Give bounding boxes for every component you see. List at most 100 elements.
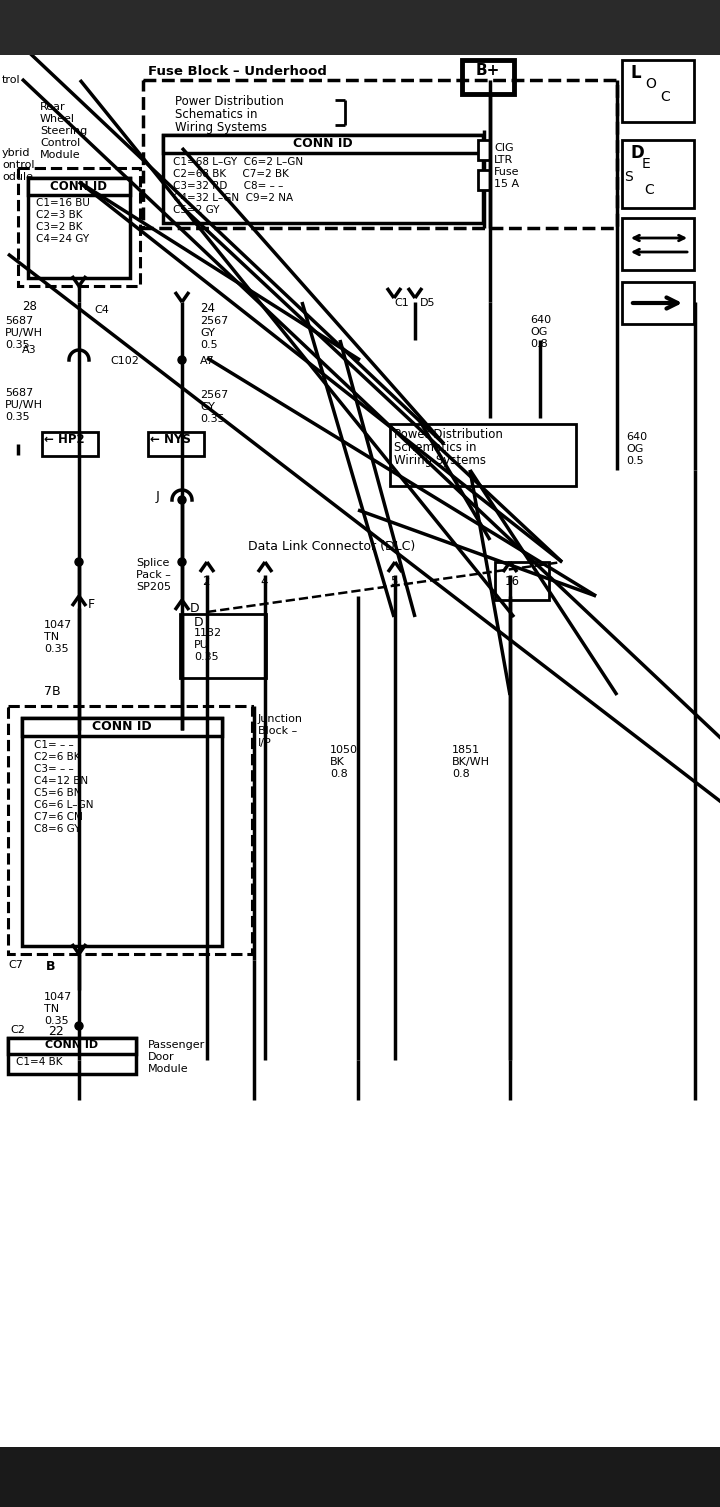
Text: C5=2 GY: C5=2 GY bbox=[173, 205, 220, 216]
Text: Power Distribution: Power Distribution bbox=[175, 95, 284, 109]
Text: 0.35: 0.35 bbox=[44, 643, 68, 654]
Text: ← HP2: ← HP2 bbox=[44, 433, 85, 446]
Text: C2: C2 bbox=[10, 1025, 25, 1035]
Bar bbox=[622, 219, 694, 270]
Bar bbox=[462, 60, 514, 93]
Text: C102: C102 bbox=[110, 356, 139, 366]
Text: TN: TN bbox=[44, 1004, 59, 1014]
Text: 0.35: 0.35 bbox=[200, 414, 225, 423]
Text: 0.35: 0.35 bbox=[194, 653, 219, 662]
Bar bbox=[622, 282, 694, 324]
Text: 0.5: 0.5 bbox=[626, 457, 644, 466]
Text: PU/WH: PU/WH bbox=[5, 399, 43, 410]
Circle shape bbox=[178, 558, 186, 567]
Text: Junction: Junction bbox=[258, 714, 303, 723]
Text: C1=16 BU: C1=16 BU bbox=[36, 197, 90, 208]
Text: odule: odule bbox=[2, 172, 33, 182]
Text: Door: Door bbox=[148, 1052, 175, 1062]
Text: 10:58: 10:58 bbox=[30, 11, 101, 30]
Text: 640: 640 bbox=[626, 433, 647, 442]
Text: A3: A3 bbox=[22, 345, 37, 356]
Circle shape bbox=[75, 558, 83, 567]
Text: Block –: Block – bbox=[258, 726, 297, 735]
Text: 0.35: 0.35 bbox=[5, 341, 30, 350]
Text: F: F bbox=[88, 598, 95, 610]
Text: Control: Control bbox=[40, 139, 80, 148]
Text: Data Link Connector (DLC): Data Link Connector (DLC) bbox=[248, 540, 415, 553]
Circle shape bbox=[75, 1022, 83, 1029]
Text: D: D bbox=[630, 145, 644, 161]
Text: Fuse Block – Underhood: Fuse Block – Underhood bbox=[148, 65, 327, 78]
Text: PU/WH: PU/WH bbox=[5, 329, 43, 338]
Text: I/P: I/P bbox=[258, 738, 271, 747]
Text: Schematics in: Schematics in bbox=[175, 109, 258, 121]
Text: CONN ID: CONN ID bbox=[92, 720, 152, 732]
Text: C4=24 GY: C4=24 GY bbox=[36, 234, 89, 244]
Text: 0.8: 0.8 bbox=[530, 339, 548, 350]
Text: Schematics in: Schematics in bbox=[394, 442, 477, 454]
Text: C: C bbox=[660, 90, 670, 104]
Text: 2567: 2567 bbox=[200, 390, 228, 399]
Bar bbox=[622, 140, 694, 208]
Text: C1= – –: C1= – – bbox=[34, 740, 73, 750]
Text: ≡: ≡ bbox=[556, 1457, 584, 1490]
Text: 98%: 98% bbox=[620, 12, 660, 30]
Bar bbox=[0, 0, 720, 54]
Text: C3=2 BK: C3=2 BK bbox=[36, 222, 83, 232]
Text: TN: TN bbox=[44, 631, 59, 642]
Text: ⏰  ⚡  📶: ⏰ ⚡ 📶 bbox=[460, 12, 513, 30]
Bar bbox=[8, 705, 252, 954]
Text: Wheel: Wheel bbox=[40, 115, 75, 124]
Text: C8=6 GY: C8=6 GY bbox=[34, 824, 81, 833]
Text: C1=68 L–GY  C6=2 L–GN: C1=68 L–GY C6=2 L–GN bbox=[173, 157, 303, 167]
Bar bbox=[28, 178, 130, 277]
Bar bbox=[8, 1038, 136, 1074]
Bar bbox=[143, 80, 617, 228]
Text: C7=6 CM: C7=6 CM bbox=[34, 812, 83, 821]
Text: PU: PU bbox=[194, 640, 209, 650]
Text: OG: OG bbox=[530, 327, 547, 338]
Text: 28: 28 bbox=[22, 300, 37, 313]
Text: CONN ID: CONN ID bbox=[45, 1040, 99, 1050]
Text: C5=6 BN: C5=6 BN bbox=[34, 788, 81, 799]
Text: 0.8: 0.8 bbox=[452, 769, 469, 779]
Text: L: L bbox=[630, 63, 641, 81]
Text: Fuse: Fuse bbox=[494, 167, 520, 176]
Text: 5687: 5687 bbox=[5, 316, 33, 326]
Text: BK: BK bbox=[330, 757, 345, 767]
Text: Power Distribution: Power Distribution bbox=[394, 428, 503, 442]
Bar bbox=[22, 717, 222, 946]
Text: 0.5: 0.5 bbox=[200, 341, 217, 350]
Text: 22: 22 bbox=[48, 1025, 64, 1038]
Bar bbox=[0, 1447, 720, 1507]
Bar bbox=[180, 613, 266, 678]
Bar bbox=[495, 562, 549, 600]
Text: 15 A: 15 A bbox=[494, 179, 519, 188]
Text: E: E bbox=[642, 157, 651, 170]
Text: 0.8: 0.8 bbox=[330, 769, 348, 779]
Text: B+: B+ bbox=[476, 63, 500, 78]
Text: C3=32 RD     C8= – –: C3=32 RD C8= – – bbox=[173, 181, 284, 191]
Text: D5: D5 bbox=[420, 298, 436, 307]
Text: J: J bbox=[156, 490, 160, 503]
Text: 0.35: 0.35 bbox=[44, 1016, 68, 1026]
Text: 1132: 1132 bbox=[194, 628, 222, 637]
Bar bbox=[42, 433, 98, 457]
Bar bbox=[18, 167, 140, 286]
Bar bbox=[8, 1038, 136, 1053]
Text: 2567: 2567 bbox=[200, 316, 228, 326]
Bar bbox=[22, 717, 222, 735]
Text: C2=6 BK: C2=6 BK bbox=[34, 752, 81, 763]
Text: C1: C1 bbox=[394, 298, 409, 307]
Text: ybrid: ybrid bbox=[2, 148, 30, 158]
Text: C4=32 L–GN  C9=2 NA: C4=32 L–GN C9=2 NA bbox=[173, 193, 293, 203]
Text: CIG: CIG bbox=[494, 143, 513, 154]
Text: ○: ○ bbox=[347, 1457, 373, 1486]
Text: Module: Module bbox=[40, 151, 81, 160]
Text: <: < bbox=[138, 1457, 163, 1486]
Text: SP205: SP205 bbox=[136, 582, 171, 592]
Text: C1=4 BK: C1=4 BK bbox=[16, 1056, 63, 1067]
Text: trol: trol bbox=[2, 75, 21, 84]
Text: Wiring Systems: Wiring Systems bbox=[394, 454, 486, 467]
Text: 1050: 1050 bbox=[330, 744, 358, 755]
